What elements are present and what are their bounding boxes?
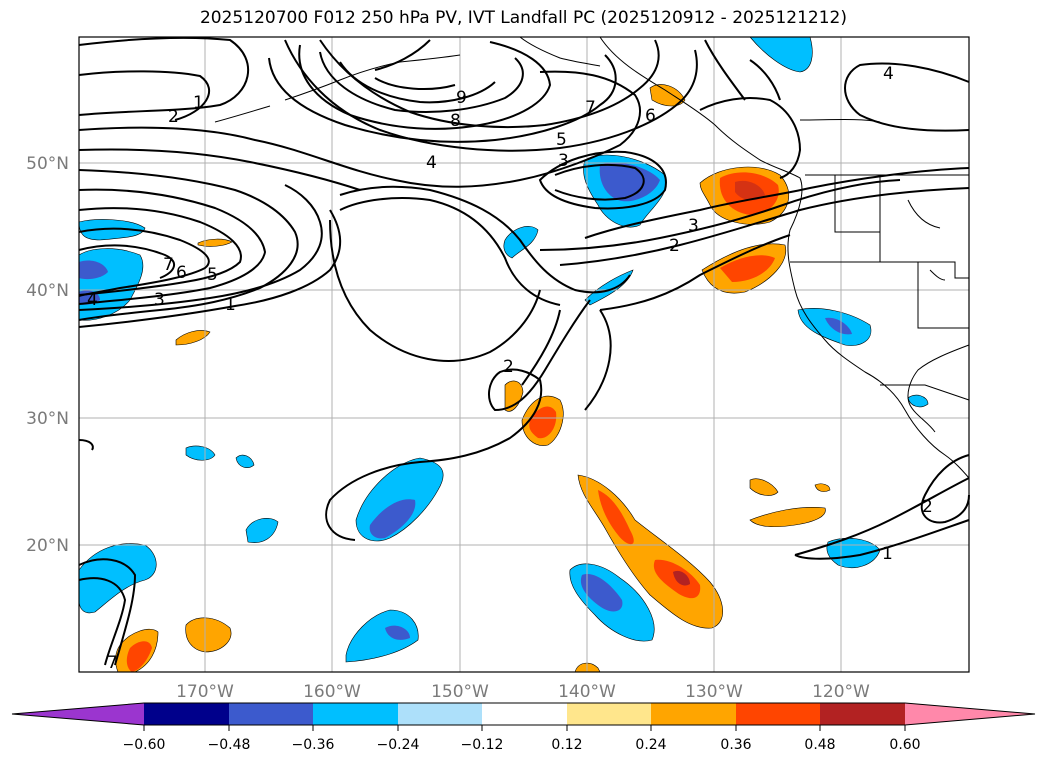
lon-label: 140°W <box>558 682 616 702</box>
contour-label: 1 <box>225 295 236 315</box>
contour-label: 1 <box>193 93 204 113</box>
colorbar-tick: 0.48 <box>804 737 835 753</box>
colorbar-tick: 0.24 <box>635 737 666 753</box>
colorbar-extend-max <box>905 703 1035 725</box>
map-title: 2025120700 F012 250 hPa PV, IVT Landfall… <box>199 8 847 28</box>
colorbar-segment <box>482 703 567 725</box>
contour-label: 3 <box>688 216 699 236</box>
colorbar-tick: 0.12 <box>551 737 582 753</box>
contour-label: 2 <box>922 497 933 517</box>
longitude-labels: 170°W 160°W 150°W 140°W 130°W 120°W <box>176 682 870 702</box>
lat-label: 30°N <box>26 409 69 429</box>
contour-label: 1 <box>882 544 893 564</box>
colorbar-segment <box>567 703 651 725</box>
colorbar-tick: −0.60 <box>123 737 166 753</box>
contour-label: 2 <box>168 107 179 127</box>
contour-label: 6 <box>176 263 187 283</box>
colorbar-segment <box>144 703 229 725</box>
lon-label: 150°W <box>431 682 489 702</box>
contour-label: 7 <box>107 653 118 673</box>
contour-label: 5 <box>207 265 218 285</box>
colorbar-segment <box>820 703 905 725</box>
colorbar-tick: −0.12 <box>461 737 504 753</box>
colorbar-tick: 0.36 <box>720 737 751 753</box>
lon-label: 170°W <box>176 682 234 702</box>
contour-label: 7 <box>163 255 174 275</box>
ivt-contours <box>78 36 970 666</box>
colorbar-segment <box>398 703 482 725</box>
contour-label: 4 <box>883 64 894 84</box>
contour-label: 4 <box>87 290 98 310</box>
lat-label: 50°N <box>26 154 69 174</box>
contour-label: 6 <box>645 106 656 126</box>
colorbar-segment <box>736 703 820 725</box>
contour-label: 3 <box>154 290 165 310</box>
colorbar-extend-min <box>12 703 144 725</box>
map-panel <box>79 37 969 672</box>
colorbar-tick: −0.48 <box>208 737 251 753</box>
contour-label: 7 <box>585 98 596 118</box>
contour-labels: 9 8 7 6 5 4 3 2 1 2 1 4 3 2 7 6 5 4 3 1 … <box>87 64 933 673</box>
lat-label: 20°N <box>26 536 69 556</box>
colorbar-tick: 0.60 <box>889 737 920 753</box>
colorbar-tick: −0.24 <box>377 737 420 753</box>
colorbar-segment <box>313 703 398 725</box>
latitude-labels: 50°N 40°N 30°N 20°N <box>26 154 69 556</box>
contour-label: 5 <box>556 130 567 150</box>
map-frame <box>78 36 970 673</box>
pv-shading <box>78 36 929 673</box>
contour-label: 2 <box>669 236 680 256</box>
contour-label: 8 <box>450 111 461 131</box>
contour-label: 4 <box>426 153 437 173</box>
lon-label: 130°W <box>685 682 743 702</box>
contour-label: 2 <box>503 357 514 377</box>
contour-label: 3 <box>558 151 569 171</box>
colorbar-segment <box>651 703 736 725</box>
lon-label: 120°W <box>812 682 870 702</box>
colorbar-tick: −0.36 <box>292 737 335 753</box>
colorbar: −0.60 −0.48 −0.36 −0.24 −0.12 0.12 0.24 … <box>11 702 1036 753</box>
contour-label: 9 <box>456 88 467 108</box>
lat-label: 40°N <box>26 281 69 301</box>
lon-label: 160°W <box>303 682 361 702</box>
colorbar-segment <box>229 703 313 725</box>
